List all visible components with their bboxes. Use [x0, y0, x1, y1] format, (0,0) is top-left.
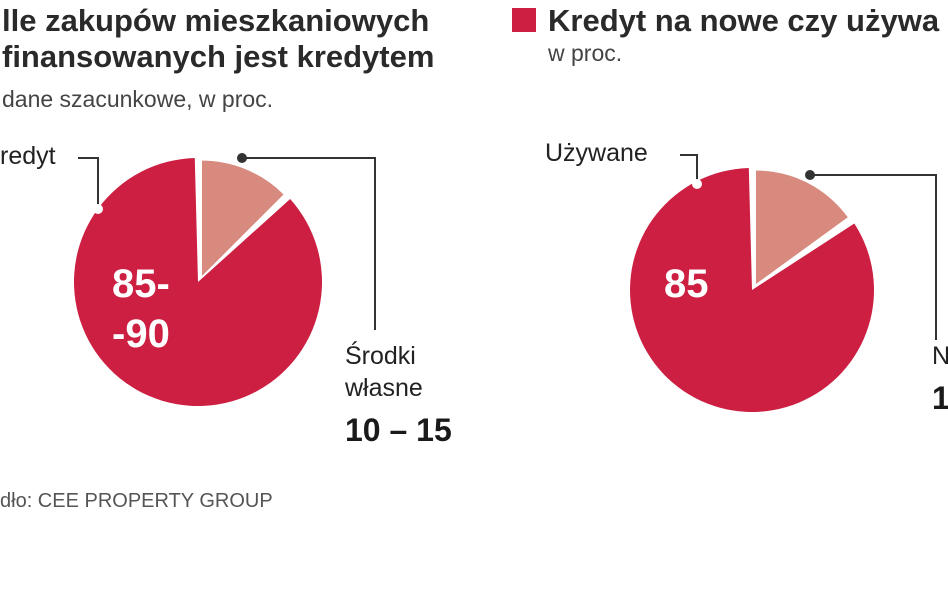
label-nowe-partial: N — [932, 342, 948, 370]
leader-line-kredyt — [78, 157, 99, 207]
pie-slice-kredyt — [74, 158, 322, 406]
leader-line-srodki — [242, 157, 376, 330]
pie-slice-uzywane — [629, 168, 874, 412]
value-nowe-partial: 1 — [932, 380, 948, 416]
pie-slice-nowe — [756, 170, 848, 284]
label-srodki-line2: własne — [345, 374, 423, 402]
leader-dot-uzywane — [692, 179, 702, 189]
pie-chart-left — [74, 158, 322, 406]
pie-chart-right — [629, 168, 874, 412]
label-kredyt: redyt — [0, 142, 56, 170]
leader-dot-nowe — [805, 170, 815, 180]
label-uzywane: Używane — [545, 139, 648, 167]
right-chart-subtitle: w proc. — [548, 40, 623, 66]
pie-slice-srodki-wlasne — [202, 160, 284, 276]
value-kredyt-line2: -90 — [112, 312, 170, 356]
value-kredyt-line1: 85- — [112, 262, 170, 306]
value-srodki: 10 – 15 — [345, 412, 452, 448]
label-srodki-line1: Środki — [345, 342, 416, 370]
source-note: dło: CEE PROPERTY GROUP — [0, 490, 273, 512]
legend-square-icon — [512, 8, 536, 32]
leader-dot-kredyt — [93, 204, 103, 214]
leader-line-nowe — [810, 174, 937, 340]
leader-line-uzywane — [680, 154, 698, 182]
leader-dot-srodki — [237, 153, 247, 163]
left-chart-title-line2: finansowanych jest kredytem — [2, 39, 435, 74]
left-chart-subtitle: dane szacunkowe, w proc. — [2, 86, 274, 112]
value-uzywane: 85 — [664, 262, 709, 306]
left-chart-title-line1: lle zakupów mieszkaniowych — [2, 3, 430, 38]
right-chart-title: Kredyt na nowe czy używa — [548, 3, 940, 38]
